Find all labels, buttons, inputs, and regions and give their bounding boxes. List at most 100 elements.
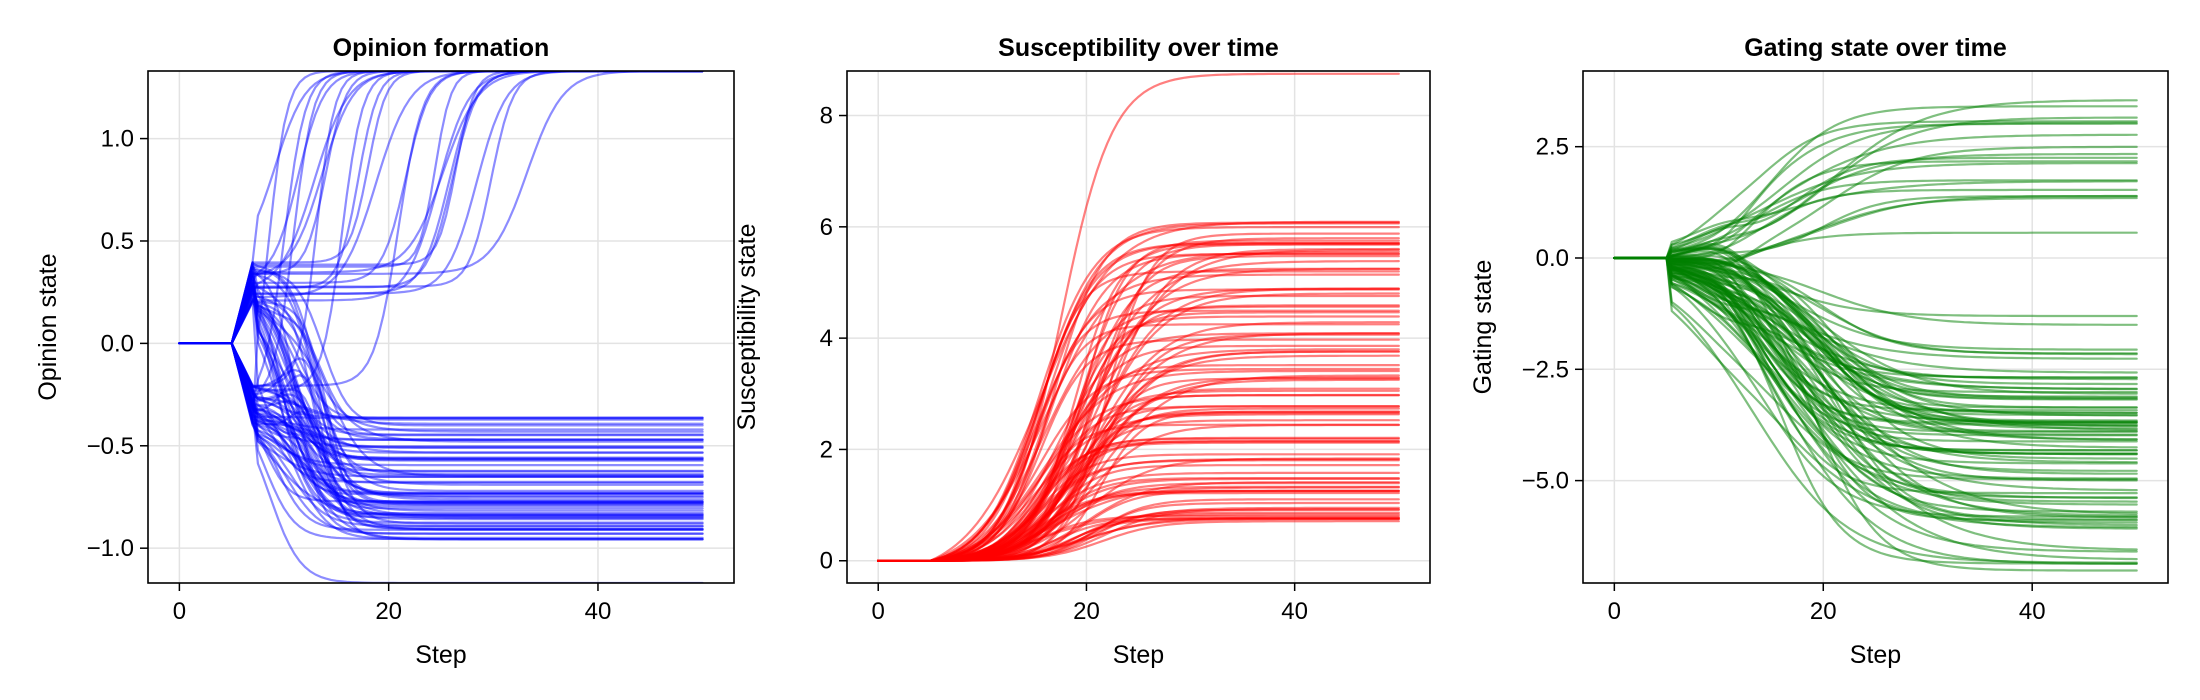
- series-line: [178, 342, 704, 516]
- x-tick-label: 0: [1608, 598, 1621, 625]
- y-tick-label: −5.0: [1522, 468, 1569, 495]
- series-line: [178, 71, 704, 345]
- series-line: [178, 262, 704, 525]
- series-line: [178, 71, 704, 345]
- series-line: [1613, 256, 2138, 480]
- series-line: [178, 342, 704, 441]
- series-line: [877, 305, 1400, 562]
- series-line: [1613, 256, 2138, 551]
- x-axis-label: Step: [1113, 641, 1164, 669]
- series-line: [178, 285, 704, 541]
- series-line: [178, 276, 704, 530]
- series-line: [178, 342, 704, 459]
- series-line: [178, 342, 704, 478]
- series-line: [178, 342, 704, 583]
- series-line: [178, 266, 704, 436]
- series-line: [1613, 116, 2138, 260]
- series-line: [1613, 250, 2138, 572]
- series-line: [178, 71, 704, 345]
- series-line: [178, 291, 704, 460]
- series-line: [178, 342, 704, 472]
- plot-frame: [846, 70, 1431, 584]
- series-line: [178, 297, 704, 535]
- series-line: [178, 342, 704, 528]
- series-line: [178, 342, 704, 503]
- series-line: [877, 250, 1400, 562]
- series-line: [178, 282, 704, 512]
- series-line: [178, 342, 704, 449]
- series-line: [178, 342, 704, 420]
- series-line: [178, 342, 704, 517]
- series-line: [178, 284, 704, 496]
- series-line: [178, 342, 704, 483]
- series-line: [178, 342, 704, 486]
- y-tick-label: −1.0: [87, 535, 134, 562]
- series-line: [178, 286, 704, 437]
- series-line: [178, 71, 704, 388]
- y-tick-label: 8: [820, 103, 833, 130]
- y-axis-label: Gating state: [1469, 260, 1497, 395]
- series-line: [877, 323, 1400, 562]
- series-line: [178, 71, 704, 387]
- series-line: [178, 342, 704, 476]
- series-line: [178, 342, 704, 494]
- series-line: [178, 342, 704, 518]
- series-line: [1613, 256, 2138, 465]
- y-tick-label: 0.0: [101, 330, 134, 357]
- series-lines: [877, 72, 1400, 562]
- series-line: [178, 342, 704, 431]
- series-line: [178, 342, 704, 495]
- series-line: [178, 71, 704, 345]
- series-line: [1613, 180, 2138, 260]
- series-line: [178, 288, 704, 443]
- series-line: [178, 283, 704, 460]
- series-line: [178, 342, 704, 505]
- series-line: [1613, 256, 2138, 506]
- series-line: [877, 407, 1400, 562]
- series-line: [877, 260, 1400, 562]
- x-tick-label: 0: [173, 598, 186, 625]
- series-line: [178, 265, 704, 519]
- series-line: [877, 354, 1400, 562]
- series-line: [178, 342, 704, 503]
- series-line: [178, 71, 704, 345]
- series-line: [178, 342, 704, 467]
- series-line: [178, 342, 704, 541]
- series-line: [178, 342, 704, 504]
- series-line: [178, 342, 704, 531]
- series-line: [178, 300, 704, 504]
- series-line: [178, 342, 704, 499]
- panel-title: Opinion formation: [333, 34, 550, 62]
- series-line: [1613, 256, 2138, 424]
- series-line: [178, 71, 704, 392]
- series-line: [877, 501, 1400, 562]
- series-line: [178, 342, 704, 539]
- series-line: [178, 342, 704, 516]
- series-line: [178, 71, 704, 403]
- series-line: [877, 226, 1400, 562]
- series-line: [178, 71, 704, 345]
- series-line: [178, 265, 704, 477]
- series-line: [1613, 256, 2138, 527]
- series-line: [178, 270, 704, 506]
- series-line: [178, 342, 704, 541]
- series-line: [178, 71, 704, 345]
- series-line: [1613, 256, 2138, 394]
- series-line: [1613, 256, 2138, 374]
- series-line: [178, 342, 704, 515]
- series-line: [178, 71, 704, 345]
- x-tick-label: 0: [872, 598, 885, 625]
- series-line: [178, 279, 704, 521]
- x-tick-label: 20: [1810, 598, 1837, 625]
- grid: [148, 71, 734, 583]
- series-line: [1613, 256, 2138, 565]
- series-line: [178, 279, 704, 433]
- series-line: [178, 342, 704, 484]
- series-line: [178, 342, 704, 505]
- y-axis-label: Opinion state: [34, 253, 62, 400]
- series-line: [178, 268, 704, 427]
- series-line: [178, 71, 704, 345]
- series-line: [178, 272, 704, 498]
- series-line: [178, 273, 704, 461]
- series-line: [178, 342, 704, 478]
